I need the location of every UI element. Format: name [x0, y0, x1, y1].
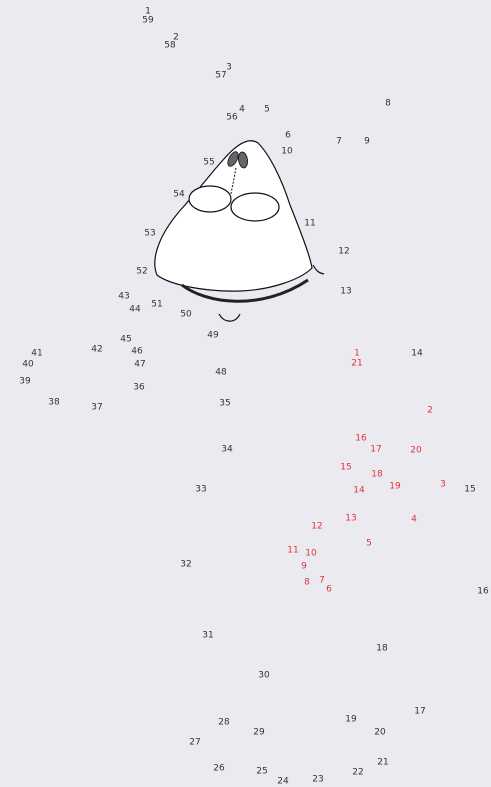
black-dot-number-48: 48	[215, 367, 227, 378]
black-dot-number-21: 21	[377, 757, 389, 768]
black-dot-number-3: 3	[226, 62, 232, 73]
lip	[218, 313, 241, 322]
black-dot-number-46: 46	[131, 346, 143, 357]
black-dot-number-29: 29	[253, 727, 265, 738]
black-dot-number-11: 11	[304, 218, 316, 229]
left-cheek	[188, 185, 232, 213]
black-dot-number-36: 36	[133, 382, 145, 393]
red-dot-number-13: 13	[345, 513, 357, 524]
red-dot-number-9: 9	[301, 561, 307, 572]
black-dot-number-39: 39	[19, 376, 31, 387]
black-dot-number-45: 45	[120, 334, 132, 345]
black-dot-number-44: 44	[129, 304, 141, 315]
black-dot-number-47: 47	[134, 359, 146, 370]
left-eye-icon	[227, 151, 239, 167]
black-dot-number-32: 32	[180, 559, 192, 570]
black-dot-number-22: 22	[352, 767, 364, 778]
black-dot-number-30: 30	[258, 670, 270, 681]
black-dot-number-23: 23	[312, 774, 324, 785]
red-dot-number-18: 18	[371, 469, 383, 480]
black-dot-number-49: 49	[207, 330, 219, 341]
black-dot-number-2: 2	[173, 32, 179, 43]
black-dot-number-26: 26	[213, 763, 225, 774]
red-dot-number-1: 1	[354, 348, 360, 359]
red-dot-number-19: 19	[389, 481, 401, 492]
black-dot-number-13: 13	[340, 286, 352, 297]
red-dot-number-2: 2	[427, 405, 433, 416]
red-dot-number-17: 17	[370, 444, 382, 455]
black-dot-number-8: 8	[385, 98, 391, 109]
black-dot-number-37: 37	[91, 402, 103, 413]
red-dot-number-3: 3	[440, 479, 446, 490]
black-dot-number-35: 35	[219, 398, 231, 409]
black-dot-number-51: 51	[151, 299, 163, 310]
black-dot-number-20: 20	[374, 727, 386, 738]
black-dot-number-10: 10	[281, 146, 293, 157]
black-dot-number-4: 4	[239, 104, 245, 115]
red-dot-number-6: 6	[326, 584, 332, 595]
black-dot-number-56: 56	[226, 112, 238, 123]
black-dot-number-16: 16	[477, 586, 489, 597]
black-dot-number-7: 7	[336, 136, 342, 147]
black-dot-number-42: 42	[91, 344, 103, 355]
smile	[181, 278, 309, 303]
red-dot-number-5: 5	[366, 538, 372, 549]
black-dot-number-25: 25	[256, 766, 268, 777]
black-dot-number-55: 55	[203, 157, 215, 168]
black-dot-number-5: 5	[264, 104, 270, 115]
black-dot-number-24: 24	[277, 776, 289, 787]
black-dot-number-57: 57	[215, 70, 227, 81]
red-dot-number-7: 7	[319, 575, 325, 586]
black-dot-number-34: 34	[221, 444, 233, 455]
black-dot-number-6: 6	[285, 130, 291, 141]
black-dot-number-27: 27	[189, 737, 201, 748]
red-dot-number-16: 16	[355, 433, 367, 444]
black-dot-number-52: 52	[136, 266, 148, 277]
red-dot-number-20: 20	[410, 445, 422, 456]
black-dot-number-59: 59	[142, 15, 154, 26]
black-dot-number-50: 50	[180, 309, 192, 320]
black-dot-number-58: 58	[164, 40, 176, 51]
black-dot-number-19: 19	[345, 714, 357, 725]
black-dot-number-54: 54	[173, 189, 185, 200]
red-dot-number-14: 14	[353, 485, 365, 496]
red-dot-number-12: 12	[311, 521, 323, 532]
black-dot-number-18: 18	[376, 643, 388, 654]
black-dot-number-41: 41	[31, 348, 43, 359]
right-cheek	[230, 192, 280, 222]
red-dot-number-10: 10	[305, 548, 317, 559]
black-dot-number-12: 12	[338, 246, 350, 257]
black-dot-number-17: 17	[414, 706, 426, 717]
right-eye-icon	[238, 151, 248, 169]
black-dot-number-28: 28	[218, 717, 230, 728]
face-outline	[154, 140, 313, 292]
black-dot-number-43: 43	[118, 291, 130, 302]
smile-tick	[312, 264, 325, 275]
black-dot-number-9: 9	[364, 136, 370, 147]
red-dot-number-8: 8	[304, 577, 310, 588]
black-dot-number-1: 1	[145, 6, 151, 17]
red-dot-number-11: 11	[287, 545, 299, 556]
red-dot-number-4: 4	[411, 514, 417, 525]
black-dot-number-40: 40	[22, 359, 34, 370]
red-dot-number-21: 21	[351, 358, 363, 369]
black-dot-number-53: 53	[144, 228, 156, 239]
black-dot-number-31: 31	[202, 630, 214, 641]
black-dot-number-38: 38	[48, 397, 60, 408]
black-dot-number-14: 14	[411, 348, 423, 359]
red-dot-number-15: 15	[340, 462, 352, 473]
black-dot-number-15: 15	[464, 484, 476, 495]
black-dot-number-33: 33	[195, 484, 207, 495]
